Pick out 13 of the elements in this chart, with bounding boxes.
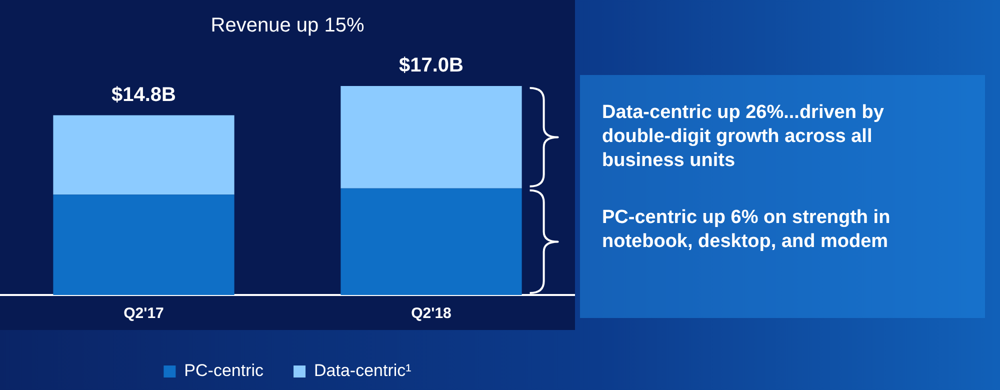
legend-label: PC-centric bbox=[184, 361, 264, 380]
text: Data-centric up 26%...driven by double-digit growth across all business units bbox=[602, 101, 885, 174]
annotation: $17.0B bbox=[399, 54, 464, 77]
bar bbox=[53, 115, 234, 195]
bar bbox=[340, 188, 522, 295]
chart-title: Revenue up 15% bbox=[210, 14, 364, 37]
x-tick-label: Q2'18 bbox=[411, 305, 452, 322]
annotation: $14.8B bbox=[112, 84, 176, 106]
bar bbox=[53, 194, 234, 295]
x-tick-label: Q2'17 bbox=[124, 305, 164, 322]
legend-label: Data-centric¹ bbox=[314, 361, 412, 380]
bar bbox=[340, 86, 522, 188]
text: PC-centric up 6% on strength in notebook, desktop, and modem bbox=[602, 206, 892, 254]
